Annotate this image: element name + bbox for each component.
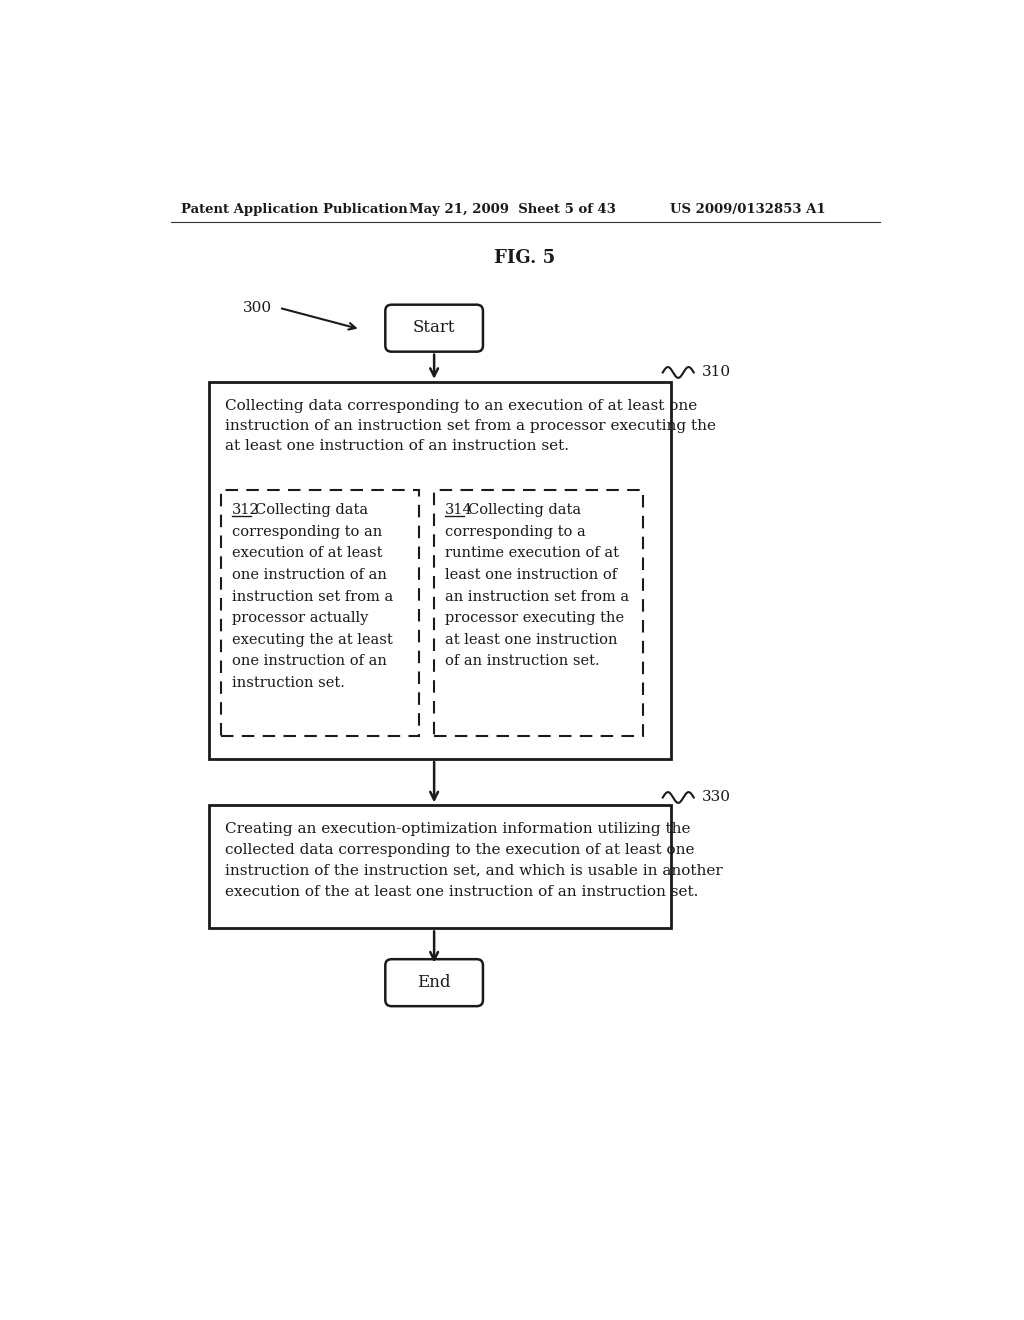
Text: execution of the at least one instruction of an instruction set.: execution of the at least one instructio… <box>225 884 698 899</box>
FancyBboxPatch shape <box>385 305 483 351</box>
Text: Start: Start <box>413 319 456 337</box>
Text: instruction of an instruction set from a processor executing the: instruction of an instruction set from a… <box>225 418 716 433</box>
Text: of an instruction set.: of an instruction set. <box>445 655 600 668</box>
Text: instruction set from a: instruction set from a <box>231 590 393 603</box>
Text: Collecting data: Collecting data <box>468 503 582 517</box>
Text: corresponding to an: corresponding to an <box>231 525 382 539</box>
Bar <box>221 490 419 737</box>
Text: instruction of the instruction set, and which is usable in another: instruction of the instruction set, and … <box>225 863 723 878</box>
Text: executing the at least: executing the at least <box>231 632 392 647</box>
Text: Collecting data corresponding to an execution of at least one: Collecting data corresponding to an exec… <box>225 399 697 413</box>
Text: May 21, 2009  Sheet 5 of 43: May 21, 2009 Sheet 5 of 43 <box>409 203 615 216</box>
Text: least one instruction of: least one instruction of <box>445 568 617 582</box>
Text: at least one instruction of an instruction set.: at least one instruction of an instructi… <box>225 438 569 453</box>
Text: instruction set.: instruction set. <box>231 676 345 690</box>
FancyBboxPatch shape <box>385 960 483 1006</box>
Text: one instruction of an: one instruction of an <box>231 568 387 582</box>
Text: processor executing the: processor executing the <box>445 611 624 626</box>
Text: runtime execution of at: runtime execution of at <box>445 546 618 561</box>
Text: execution of at least: execution of at least <box>231 546 382 561</box>
Text: 310: 310 <box>701 364 731 379</box>
Text: 312: 312 <box>231 503 260 517</box>
Bar <box>209 381 671 759</box>
Text: Collecting data: Collecting data <box>255 503 369 517</box>
Text: Creating an execution-optimization information utilizing the: Creating an execution-optimization infor… <box>225 822 690 836</box>
Text: one instruction of an: one instruction of an <box>231 655 387 668</box>
Text: 330: 330 <box>701 789 730 804</box>
Text: an instruction set from a: an instruction set from a <box>445 590 629 603</box>
Bar <box>434 490 643 737</box>
Text: US 2009/0132853 A1: US 2009/0132853 A1 <box>671 203 826 216</box>
Text: 314: 314 <box>445 503 473 517</box>
Text: 300: 300 <box>243 301 271 315</box>
Text: processor actually: processor actually <box>231 611 369 626</box>
Bar <box>209 805 671 928</box>
Text: Patent Application Publication: Patent Application Publication <box>180 203 408 216</box>
Text: End: End <box>418 974 451 991</box>
Text: corresponding to a: corresponding to a <box>445 525 586 539</box>
Text: collected data corresponding to the execution of at least one: collected data corresponding to the exec… <box>225 843 694 857</box>
Text: at least one instruction: at least one instruction <box>445 632 617 647</box>
Text: FIG. 5: FIG. 5 <box>495 249 555 267</box>
